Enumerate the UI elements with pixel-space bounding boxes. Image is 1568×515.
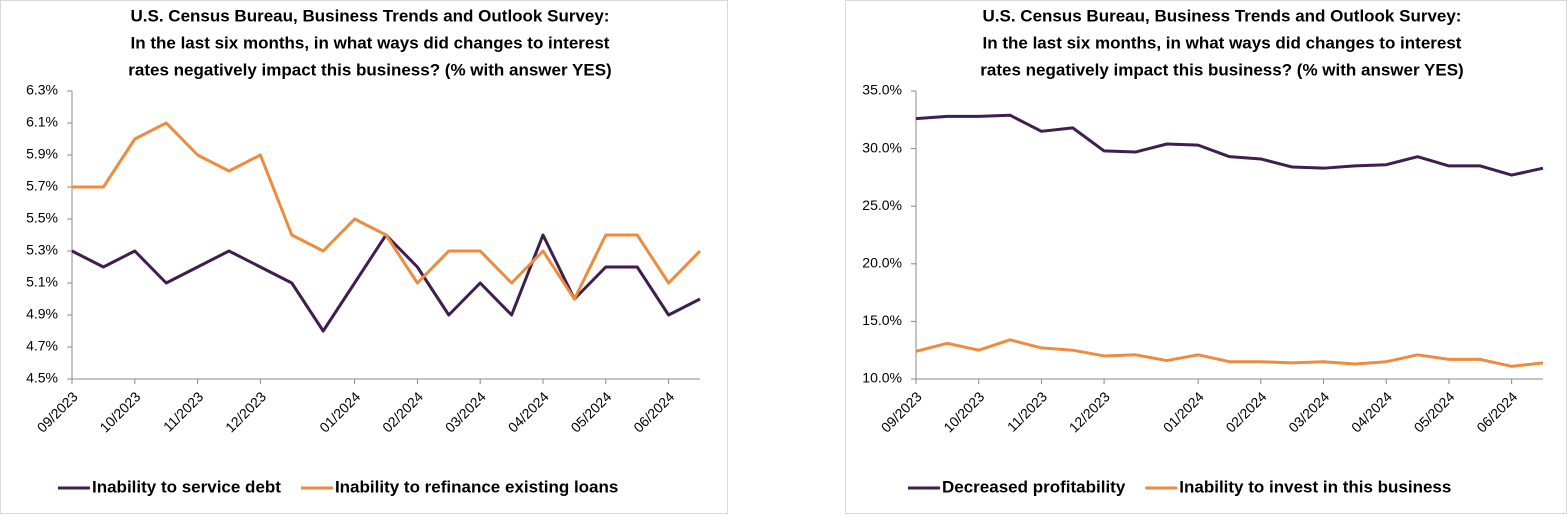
chart-title: U.S. Census Bureau, Business Trends and … bbox=[983, 6, 1462, 25]
y-tick-label: 5.7% bbox=[26, 178, 58, 194]
legend-label: Inability to invest in this business bbox=[1179, 477, 1451, 496]
data-line bbox=[72, 121, 702, 301]
y-tick-label: 6.3% bbox=[26, 82, 58, 98]
x-tick-label: 02/2024 bbox=[1222, 388, 1269, 435]
x-tick-label: 01/2024 bbox=[1160, 388, 1207, 435]
y-tick-label: 25.0% bbox=[862, 197, 902, 213]
y-tick-label: 6.1% bbox=[26, 114, 58, 130]
legend-label: Decreased profitability bbox=[942, 477, 1126, 496]
y-tick-label: 5.3% bbox=[26, 242, 58, 258]
y-tick-label: 5.1% bbox=[26, 274, 58, 290]
x-tick-label: 09/2023 bbox=[878, 388, 925, 435]
chart-title: In the last six months, in what ways did… bbox=[983, 33, 1462, 52]
data-line bbox=[915, 338, 1544, 368]
y-tick-label: 4.5% bbox=[26, 370, 58, 386]
y-tick-label: 30.0% bbox=[862, 139, 902, 155]
legend-label: Inability to refinance existing loans bbox=[335, 477, 618, 496]
x-tick-label: 10/2023 bbox=[940, 388, 987, 435]
x-tick-label: 09/2023 bbox=[34, 388, 81, 435]
y-tick-label: 5.5% bbox=[26, 210, 58, 226]
legend-label: Inability to service debt bbox=[92, 477, 281, 496]
y-tick-label: 4.9% bbox=[26, 306, 58, 322]
y-tick-label: 4.7% bbox=[26, 338, 58, 354]
x-tick-label: 12/2023 bbox=[222, 388, 269, 435]
x-tick-label: 12/2023 bbox=[1066, 388, 1113, 435]
data-line bbox=[71, 233, 701, 333]
x-tick-label: 05/2024 bbox=[567, 388, 614, 435]
x-tick-label: 04/2024 bbox=[1348, 388, 1395, 435]
chart-title: rates negatively impact this business? (… bbox=[980, 60, 1463, 79]
y-tick-label: 35.0% bbox=[862, 82, 902, 98]
x-tick-label: 02/2024 bbox=[379, 388, 426, 435]
x-tick-label: 03/2024 bbox=[1285, 388, 1332, 435]
x-tick-label: 11/2023 bbox=[1004, 388, 1051, 435]
x-tick-label: 04/2024 bbox=[505, 388, 552, 435]
x-tick-label: 06/2024 bbox=[1473, 388, 1520, 435]
y-tick-label: 10.0% bbox=[862, 370, 902, 386]
chart-title: In the last six months, in what ways did… bbox=[131, 33, 610, 52]
chart-title: U.S. Census Bureau, Business Trends and … bbox=[131, 6, 610, 25]
x-tick-label: 03/2024 bbox=[442, 388, 489, 435]
chart-title: rates negatively impact this business? (… bbox=[128, 60, 611, 79]
x-tick-label: 11/2023 bbox=[160, 388, 207, 435]
y-tick-label: 5.9% bbox=[26, 146, 58, 162]
y-tick-label: 15.0% bbox=[862, 312, 902, 328]
x-tick-label: 01/2024 bbox=[316, 388, 363, 435]
x-tick-label: 10/2023 bbox=[96, 388, 143, 435]
x-tick-label: 05/2024 bbox=[1411, 388, 1458, 435]
x-tick-label: 06/2024 bbox=[630, 388, 677, 435]
y-tick-label: 20.0% bbox=[862, 255, 902, 271]
data-line bbox=[915, 113, 1544, 177]
panel-border bbox=[0, 0, 728, 514]
panel-border bbox=[845, 0, 1567, 514]
